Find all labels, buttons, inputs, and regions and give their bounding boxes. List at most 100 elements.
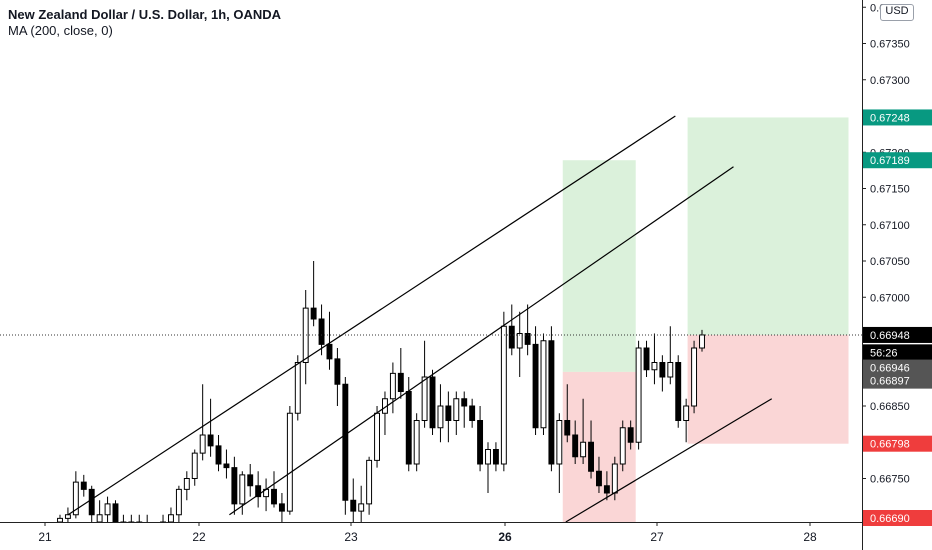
candle <box>477 420 484 465</box>
candle <box>318 318 325 345</box>
candle <box>231 467 238 505</box>
x-tick-label: 23 <box>344 530 358 544</box>
candle <box>350 499 357 512</box>
candle <box>88 488 95 516</box>
candle <box>104 503 111 516</box>
y-tick-label: 0.67150 <box>870 184 910 196</box>
price-label-text: 0.66948 <box>870 330 910 342</box>
candle <box>397 372 404 392</box>
candle <box>667 362 674 378</box>
candle <box>564 420 571 436</box>
trendline[interactable] <box>67 115 676 516</box>
candle <box>421 376 428 421</box>
candle <box>64 514 71 519</box>
candle <box>500 325 507 465</box>
price-label-text: 56:26 <box>870 347 898 359</box>
position-target-zone[interactable] <box>687 117 849 335</box>
candle <box>572 434 579 458</box>
x-tick-label: 26 <box>498 530 512 544</box>
candle <box>445 405 452 421</box>
price-label-badge <box>863 344 932 361</box>
x-tick-label: 28 <box>803 530 817 544</box>
candle <box>389 372 396 400</box>
candle <box>57 517 63 523</box>
candle <box>374 412 380 461</box>
trendline[interactable] <box>565 398 773 523</box>
candle <box>596 470 602 487</box>
price-label-text: 0.66897 <box>870 376 910 388</box>
candle <box>556 420 563 465</box>
candle <box>643 347 650 371</box>
trendline[interactable] <box>229 166 734 516</box>
candle <box>540 340 547 429</box>
currency-selector[interactable]: USD <box>880 4 914 21</box>
candle <box>183 478 190 490</box>
candle <box>691 347 698 407</box>
candle <box>588 441 594 472</box>
y-tick-label: 0.67350 <box>870 39 910 51</box>
x-tick-label: 27 <box>650 530 664 544</box>
candle <box>548 340 555 465</box>
y-tick-label: 0.67050 <box>870 256 910 268</box>
price-label-text: 0.66690 <box>870 513 910 525</box>
candle <box>485 449 491 465</box>
candle <box>207 434 214 447</box>
candle <box>255 485 262 498</box>
candle <box>358 503 365 512</box>
candle <box>532 343 539 429</box>
candle <box>310 307 317 320</box>
y-tick-label: 0.67300 <box>870 75 910 87</box>
candle <box>469 405 476 421</box>
y-tick-label: 0.67000 <box>870 292 910 304</box>
candle <box>405 391 412 465</box>
indicator-legend[interactable]: MA (200, close, 0) <box>8 23 113 38</box>
candle <box>611 463 618 494</box>
candle <box>699 334 705 349</box>
price-label-badge <box>863 359 932 376</box>
candle <box>429 376 436 429</box>
x-tick-label: 22 <box>192 530 206 544</box>
candle <box>72 481 79 516</box>
price-label-text: 0.67248 <box>870 112 910 124</box>
candle <box>168 514 174 523</box>
currency-label: USD <box>885 5 909 17</box>
candle <box>508 325 515 349</box>
time-scale[interactable] <box>0 522 862 550</box>
candle <box>580 441 587 458</box>
price-label-text: 0.66798 <box>870 439 910 451</box>
candle <box>96 514 103 523</box>
candle <box>603 485 610 494</box>
candle <box>286 412 293 512</box>
candle <box>278 503 285 512</box>
candle <box>651 362 658 371</box>
candle <box>461 398 468 407</box>
price-label-badge <box>863 109 932 126</box>
y-tick-label: 0.66850 <box>870 401 910 413</box>
candle <box>683 405 690 421</box>
price-label-badge <box>863 372 932 389</box>
position-target-zone[interactable] <box>562 160 636 372</box>
candle <box>453 398 460 421</box>
candle <box>294 362 301 414</box>
candle <box>215 445 222 465</box>
chart-title: New Zealand Dollar / U.S. Dollar, 1h, OA… <box>8 7 282 22</box>
candle <box>239 474 246 505</box>
candle <box>659 362 666 378</box>
price-label-text: 0.66946 <box>870 363 910 375</box>
candle <box>271 488 277 505</box>
x-tick-label: 21 <box>38 530 52 544</box>
candle <box>413 420 420 465</box>
candle <box>619 427 626 465</box>
candle <box>524 333 531 345</box>
position-stop-zone[interactable] <box>687 334 849 444</box>
candle <box>199 434 206 454</box>
price-label-badge <box>863 152 932 169</box>
candle <box>223 463 230 469</box>
price-scale[interactable] <box>862 0 932 550</box>
y-tick-label: 0.67100 <box>870 220 910 232</box>
candle <box>112 503 119 523</box>
candle <box>80 481 87 490</box>
price-label-badge <box>863 326 932 343</box>
price-label-text: 0.67189 <box>870 155 910 167</box>
